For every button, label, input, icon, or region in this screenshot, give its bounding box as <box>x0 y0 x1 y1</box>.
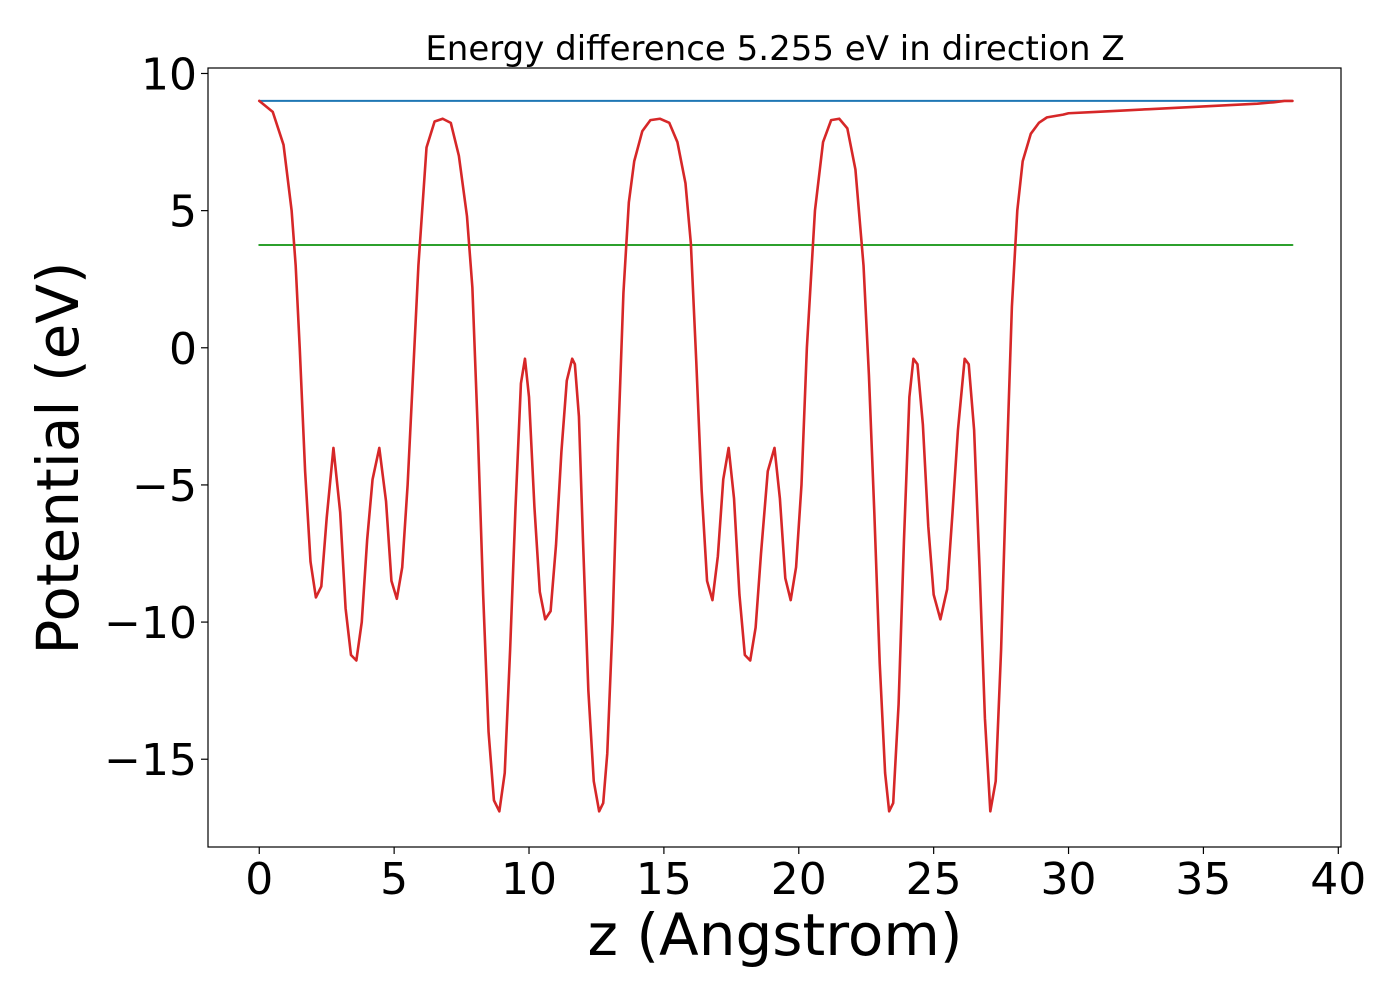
x-tick-label: 35 <box>1175 854 1231 905</box>
chart-title: Energy difference 5.255 eV in direction … <box>425 29 1124 69</box>
y-tick-label: −5 <box>132 461 197 512</box>
x-tick-label: 40 <box>1310 854 1366 905</box>
y-tick-label: 0 <box>169 324 197 375</box>
x-tick-label: 30 <box>1041 854 1097 905</box>
x-tick-label: 5 <box>380 854 408 905</box>
axes-frame <box>207 67 1342 848</box>
y-tick-label: 10 <box>141 49 197 100</box>
series-line-planar-average-potential <box>257 99 1294 813</box>
x-tick-label: 10 <box>501 854 557 905</box>
x-tick-label: 25 <box>906 854 962 905</box>
x-tick-label: 0 <box>245 854 273 905</box>
y-axis-label: Potential (eV) <box>24 261 92 654</box>
x-tick-label: 15 <box>636 854 692 905</box>
plot-layer: 0 5 10 15 20 25 30 35 40 10 5 0 −5 −10 −15 <box>104 49 1366 905</box>
y-tick-label: 5 <box>169 187 197 238</box>
x-tick-label: 20 <box>771 854 827 905</box>
x-axis-label: z (Angstrom) <box>588 901 963 969</box>
y-tick-label: −15 <box>104 735 197 786</box>
y-tick-label: −10 <box>104 598 197 649</box>
